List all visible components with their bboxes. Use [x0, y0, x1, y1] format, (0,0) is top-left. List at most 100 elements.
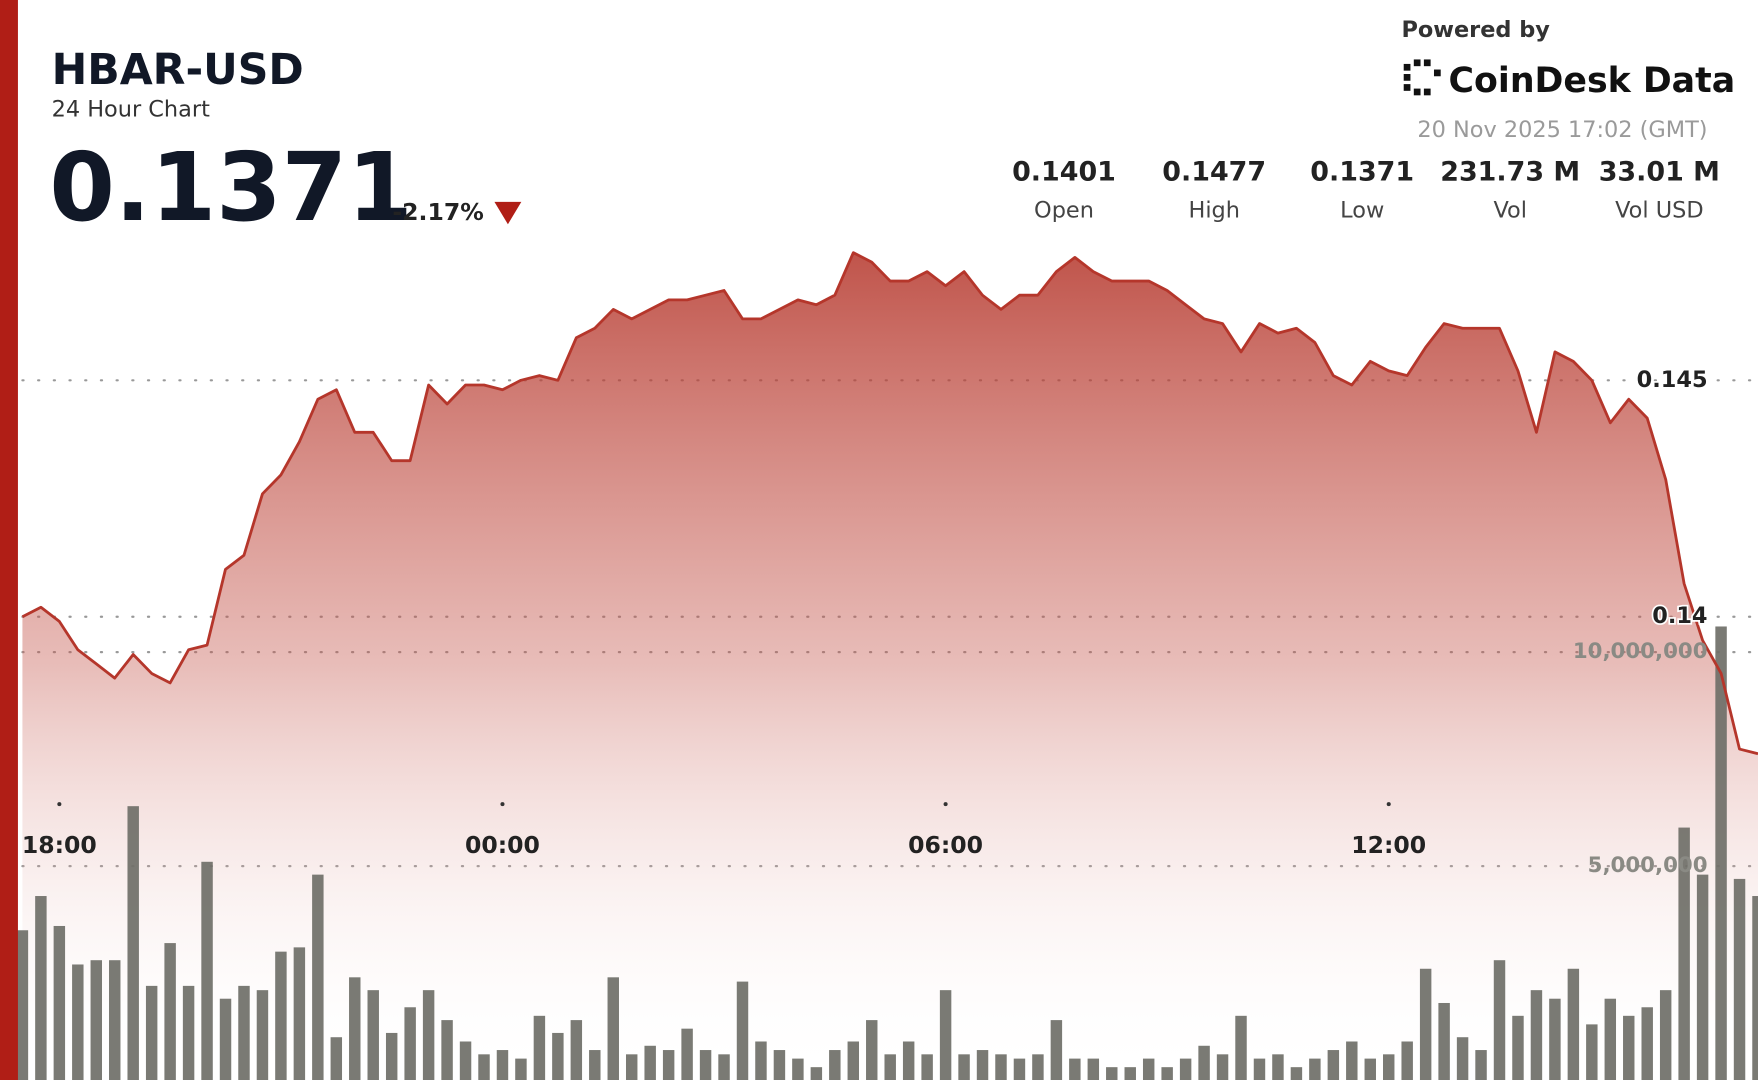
volume-bar [625, 1054, 638, 1080]
volume-bar [589, 1050, 601, 1080]
volume-bar [1106, 1067, 1118, 1080]
stat-label: Low [1340, 198, 1384, 224]
volume-bar [1659, 990, 1672, 1080]
volume-bar [1641, 1007, 1653, 1080]
volume-bar [256, 990, 269, 1080]
price-line [21, 251, 1758, 756]
x-tick-label: 12:00 [1351, 831, 1426, 859]
x-tick-mark [57, 802, 62, 807]
ticker-title: HBAR-USD [52, 45, 304, 95]
volume-bar [1346, 1041, 1358, 1080]
volume-bar [53, 925, 66, 1080]
volume-bar [902, 1041, 915, 1080]
stat-value: 33.01 M [1599, 157, 1720, 188]
volume-bar [755, 1041, 767, 1080]
volume-bar [1272, 1054, 1284, 1080]
volume-bar [1013, 1058, 1026, 1080]
volume-bar [1567, 968, 1580, 1080]
volume-bar [330, 1037, 343, 1080]
volume-bar [367, 990, 379, 1080]
volume-bar [681, 1028, 693, 1080]
volume-bar [1124, 1067, 1136, 1080]
brand-name: CoinDesk Data [1449, 61, 1736, 101]
stat-value: 0.1371 [1310, 157, 1414, 188]
stat-label: Vol [1493, 198, 1527, 224]
volume-bar [127, 806, 139, 1080]
volume-bar [1678, 827, 1690, 1080]
volume-bar [736, 981, 749, 1080]
volume-bar [1586, 1024, 1598, 1080]
current-price: 0.1371 [49, 134, 412, 243]
volume-bar [1383, 1054, 1395, 1080]
x-tick-label: 06:00 [908, 831, 983, 859]
volume-bar [921, 1054, 933, 1080]
volume-tick-label: 5,000,000 [1588, 853, 1708, 878]
volume-bar [1161, 1067, 1173, 1080]
accent-bar [0, 0, 18, 1080]
volume-bar [1235, 1015, 1247, 1080]
volume-bar [939, 990, 952, 1080]
volume-bar [884, 1054, 896, 1080]
volume-bar [1142, 1058, 1155, 1080]
x-tick-label: 00:00 [465, 831, 540, 859]
volume-bar [1364, 1058, 1376, 1080]
volume-bar [1253, 1058, 1266, 1080]
stat-label: High [1188, 198, 1239, 224]
volume-bar [1456, 1037, 1469, 1080]
price-tick-label: 0.145 [1637, 367, 1708, 393]
volume-bar [1530, 990, 1543, 1080]
volume-bar [385, 1032, 398, 1080]
volume-bar [182, 985, 195, 1080]
volume-bar [1401, 1041, 1413, 1080]
brand-logo [1403, 59, 1441, 96]
plot: 0.14 0.145 5,000,000 10,000,000 18:00 00:00 06… [16, 251, 1758, 1080]
x-tick-mark [500, 802, 505, 807]
price-change: -2.17% [392, 198, 483, 226]
volume-bar [1715, 626, 1727, 1080]
volume-bar [422, 990, 435, 1080]
powered-by: Powered by [1401, 17, 1550, 43]
volume-bar [275, 951, 287, 1080]
volume-bar [1309, 1058, 1321, 1080]
volume-bar [1419, 968, 1432, 1080]
volume-bar [16, 930, 29, 1080]
volume-bar [459, 1041, 472, 1080]
volume-bar [72, 964, 84, 1080]
volume-bar [570, 1020, 583, 1080]
volume-bar [1623, 1015, 1635, 1080]
volume-bar [995, 1054, 1007, 1080]
subtitle: 24 Hour Chart [52, 97, 210, 123]
volume-bar [847, 1041, 860, 1080]
volume-bar [699, 1050, 712, 1080]
volume-bar [515, 1058, 527, 1080]
volume-bar [201, 861, 213, 1080]
volume-bar [219, 998, 232, 1080]
volume-bar [1179, 1058, 1192, 1080]
volume-bar [662, 1050, 675, 1080]
volume-bar [866, 1020, 878, 1080]
volume-bar [552, 1032, 564, 1080]
volume-bar [1604, 998, 1617, 1080]
volume-bar [829, 1050, 841, 1080]
volume-bar [1493, 960, 1506, 1080]
volume-bar [533, 1015, 546, 1080]
volume-bar [958, 1054, 970, 1080]
volume-bar [1696, 874, 1709, 1080]
volume-bar [1438, 1002, 1450, 1080]
volume-bar [349, 977, 361, 1080]
price-tick-label: 0.14 [1652, 603, 1707, 629]
volume-bar [1069, 1058, 1081, 1080]
volume-bar [792, 1058, 804, 1080]
volume-bar [293, 947, 306, 1080]
volume-bar [644, 1045, 656, 1080]
volume-bar [496, 1050, 509, 1080]
volume-bar [109, 960, 121, 1080]
volume-bar [773, 1050, 786, 1080]
volume-bar [810, 1067, 823, 1080]
volume-bar [164, 943, 176, 1080]
volume-bar [1216, 1054, 1229, 1080]
stat-value: 0.1401 [1012, 157, 1116, 188]
x-tick-mark [943, 802, 948, 807]
